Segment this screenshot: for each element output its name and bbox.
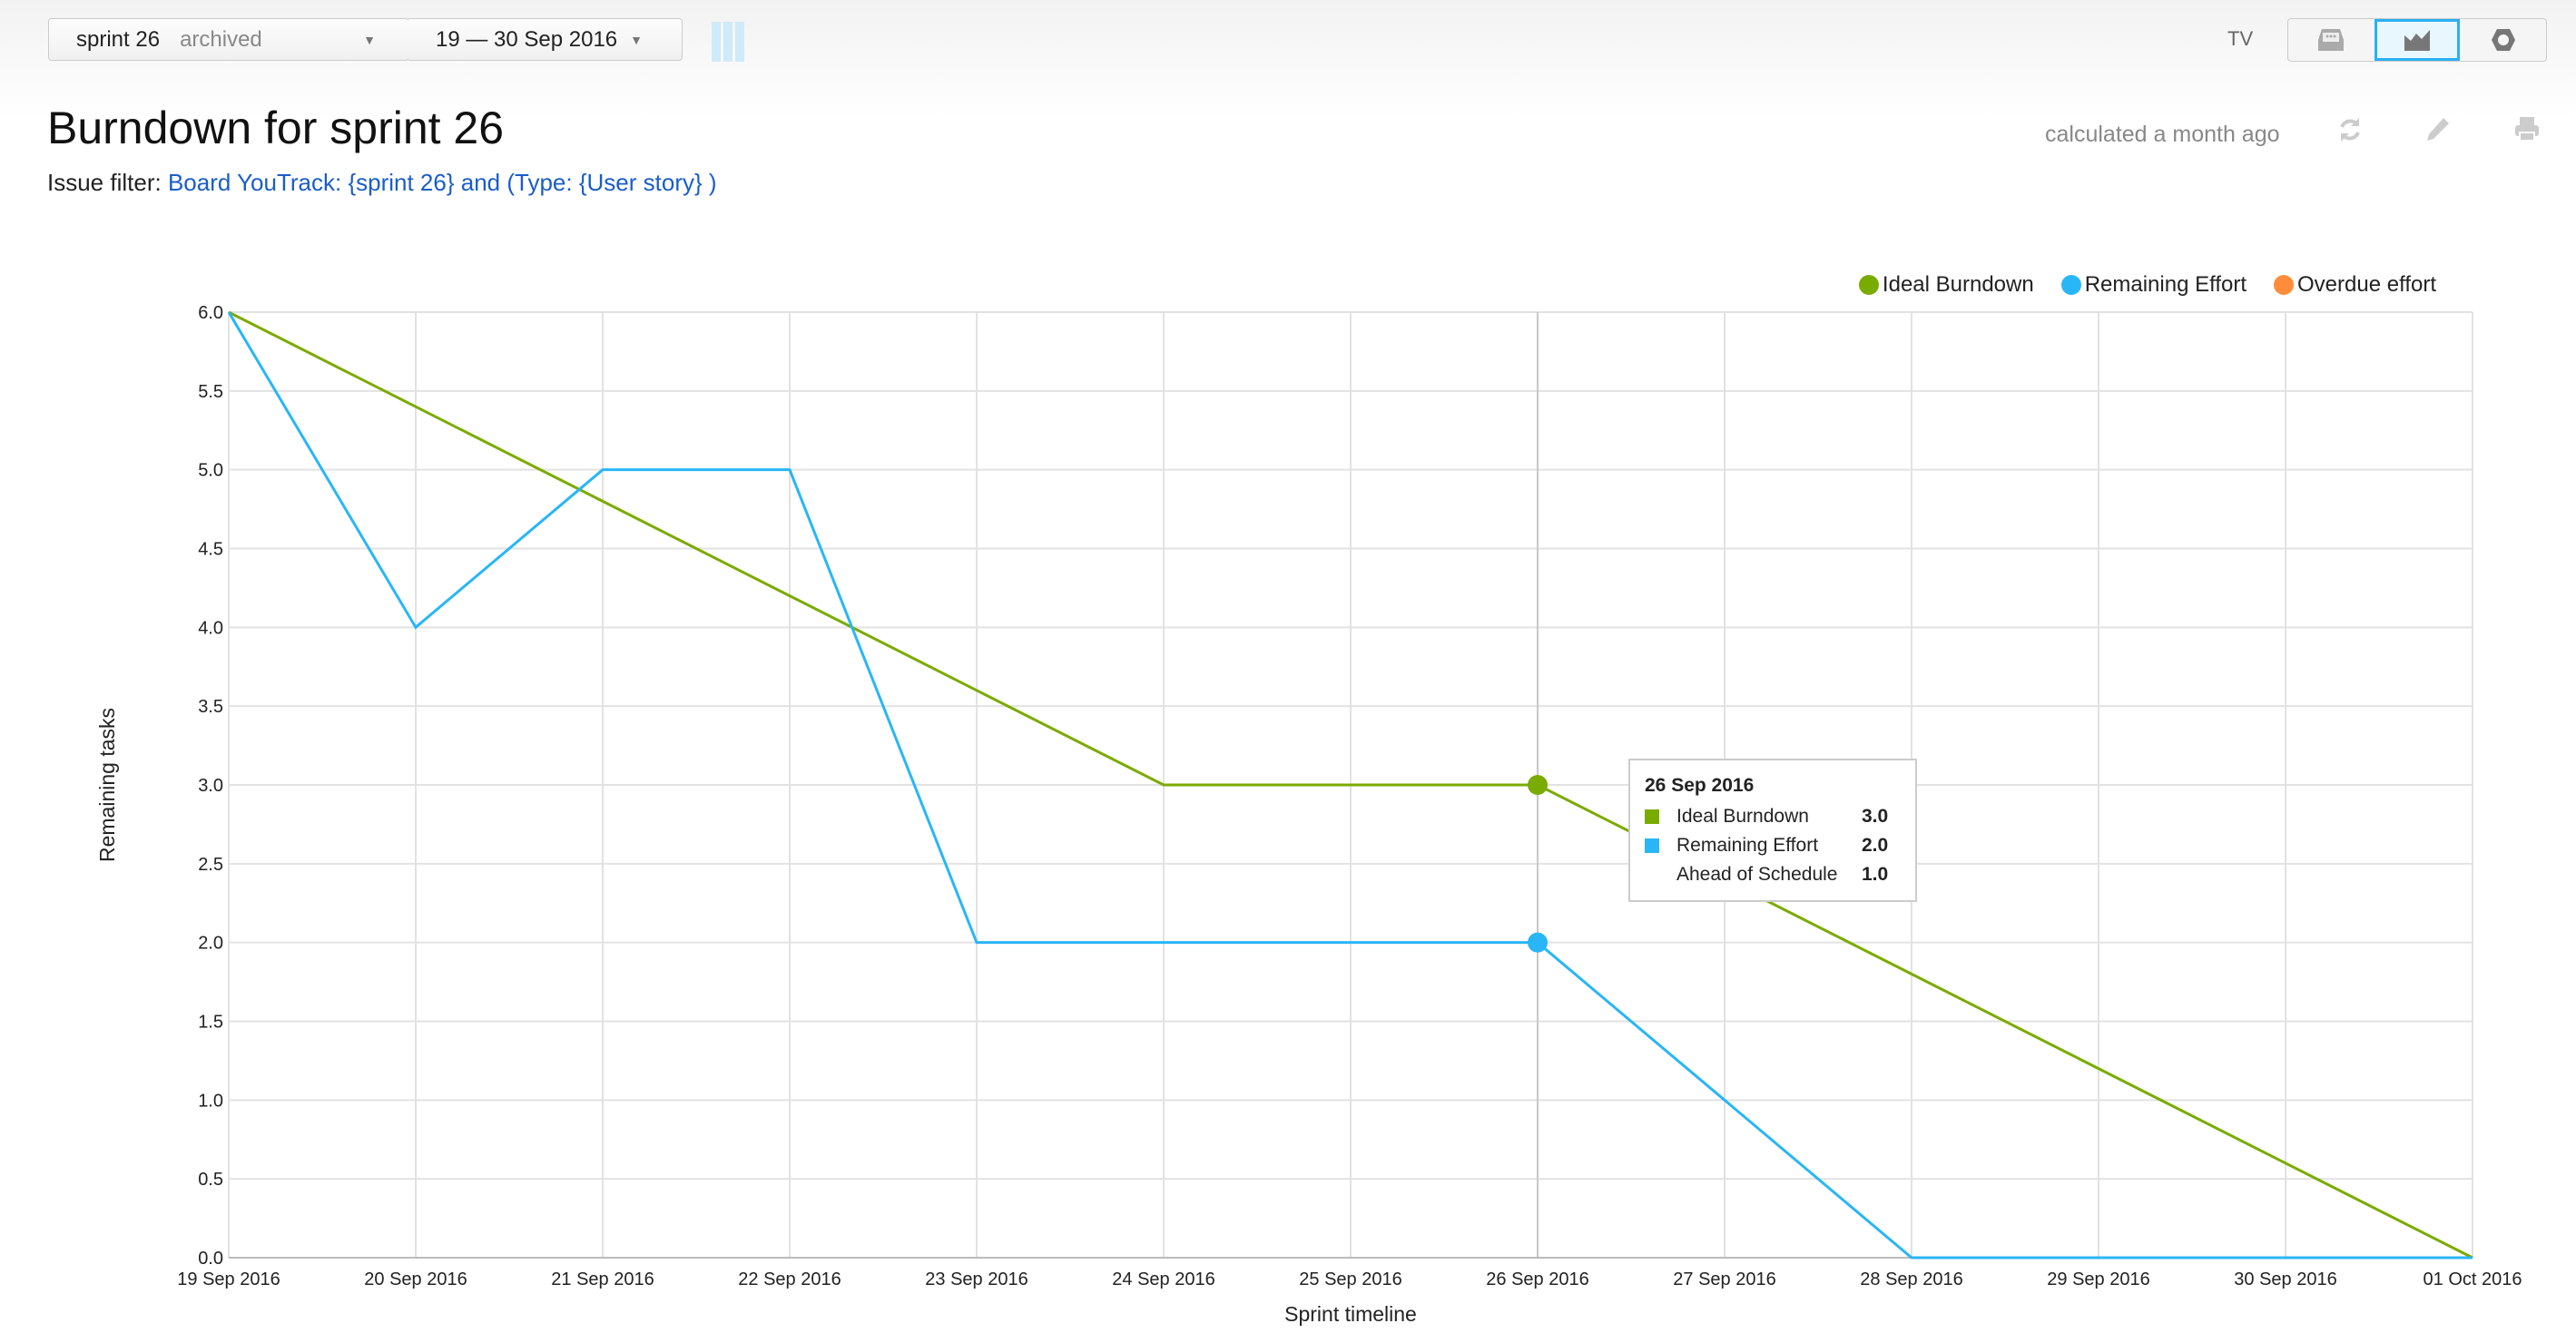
y-tick-label: 5.0 (198, 461, 223, 481)
board-columns-icon[interactable] (712, 22, 744, 62)
x-tick-label: 24 Sep 2016 (1112, 1269, 1214, 1289)
chart-legend: Ideal Burndown Remaining Effort Overdue … (1858, 272, 2436, 298)
sprint-select[interactable]: sprint 26 archived ▼ (48, 18, 409, 61)
page-title: Burndown for sprint 26 (47, 103, 505, 153)
legend-dot (1858, 275, 1879, 295)
x-tick-label: 30 Sep 2016 (2234, 1269, 2336, 1289)
inbox-button[interactable] (2288, 19, 2374, 61)
x-tick-label: 22 Sep 2016 (738, 1269, 841, 1289)
chevron-down-icon: ▼ (363, 32, 376, 47)
chevron-down-icon: ▼ (630, 32, 644, 47)
legend-label: Overdue effort (2297, 272, 2436, 297)
y-axis-title: Remaining tasks (95, 708, 119, 862)
view-switcher (2287, 18, 2547, 62)
y-tick-label: 3.0 (198, 776, 223, 796)
y-tick-label: 2.5 (198, 855, 223, 875)
x-tick-label: 26 Sep 2016 (1486, 1269, 1588, 1289)
calculated-timestamp: calculated a month ago (2045, 122, 2280, 147)
tooltip-row: Ideal Burndown 3.0 (1645, 802, 1901, 831)
y-tick-label: 0.5 (198, 1170, 223, 1190)
legend-label: Remaining Effort (2084, 272, 2247, 297)
legend-dot (2274, 275, 2295, 295)
swatch (1645, 809, 1659, 824)
filter-query-link[interactable]: Board YouTrack: {sprint 26} and (Type: {… (167, 169, 717, 196)
chart-icon (2404, 30, 2430, 51)
print-icon[interactable] (2514, 116, 2540, 143)
date-range-select[interactable]: 19 — 30 Sep 2016 ▼ (408, 18, 683, 61)
x-axis-title: Sprint timeline (1284, 1302, 1417, 1326)
chart-tooltip: 26 Sep 2016 Ideal Burndown 3.0 Remaining … (1628, 759, 1917, 902)
settings-button[interactable] (2460, 19, 2546, 61)
legend-label: Ideal Burndown (1882, 272, 2034, 297)
sprint-name: sprint 26 (76, 26, 161, 52)
tooltip-value: 3.0 (1862, 806, 1889, 827)
y-tick-label: 6.0 (198, 303, 223, 323)
series-line-remaining (227, 311, 2473, 1260)
legend-ideal[interactable]: Ideal Burndown (1858, 272, 2034, 298)
tv-mode-link[interactable]: TV (2227, 27, 2254, 50)
data-point (1528, 775, 1548, 795)
tooltip-label: Ahead of Schedule (1676, 864, 1838, 885)
y-tick-label: 0.0 (198, 1249, 223, 1269)
legend-remaining[interactable]: Remaining Effort (2060, 272, 2247, 298)
y-tick-label: 1.5 (198, 1013, 223, 1033)
y-tick-label: 2.0 (198, 934, 223, 954)
chart-button[interactable] (2374, 19, 2461, 61)
tooltip-value: 2.0 (1862, 835, 1889, 856)
legend-overdue[interactable]: Overdue effort (2274, 272, 2436, 298)
x-tick-label: 01 Oct 2016 (2424, 1269, 2522, 1289)
x-tick-label: 25 Sep 2016 (1299, 1269, 1401, 1289)
date-range: 19 — 30 Sep 2016 (436, 26, 618, 52)
issue-filter: Issue filter: Board YouTrack: {sprint 26… (47, 169, 717, 197)
x-tick-label: 28 Sep 2016 (1860, 1269, 1962, 1289)
settings-icon (2491, 29, 2515, 51)
filter-label: Issue filter: (47, 169, 162, 196)
x-tick-label: 27 Sep 2016 (1673, 1269, 1775, 1289)
inbox-icon (2318, 29, 2345, 51)
tooltip-row: Remaining Effort 2.0 (1645, 831, 1901, 860)
y-tick-label: 1.0 (198, 1091, 223, 1111)
edit-icon[interactable] (2425, 116, 2451, 143)
tooltip-value: 1.0 (1862, 864, 1889, 885)
legend-dot (2060, 275, 2081, 295)
data-point (1528, 932, 1548, 953)
refresh-icon[interactable] (2337, 116, 2363, 143)
tooltip-label: Remaining Effort (1676, 835, 1819, 856)
y-tick-label: 5.5 (198, 382, 223, 402)
x-tick-label: 19 Sep 2016 (177, 1269, 280, 1289)
x-tick-label: 21 Sep 2016 (551, 1269, 654, 1289)
x-tick-label: 29 Sep 2016 (2047, 1269, 2149, 1289)
tooltip-row: Ahead of Schedule 1.0 (1645, 860, 1901, 889)
series-line-ideal (228, 310, 2473, 1260)
x-tick-label: 20 Sep 2016 (364, 1269, 467, 1289)
swatch (1645, 838, 1659, 853)
y-tick-label: 4.0 (198, 618, 223, 638)
tooltip-date: 26 Sep 2016 (1645, 775, 1755, 796)
sprint-status: archived (180, 26, 262, 52)
x-tick-label: 23 Sep 2016 (925, 1269, 1027, 1289)
swatch (1645, 868, 1659, 882)
y-tick-label: 3.5 (198, 697, 223, 717)
y-tick-label: 4.5 (198, 540, 223, 560)
tooltip-label: Ideal Burndown (1676, 806, 1809, 827)
